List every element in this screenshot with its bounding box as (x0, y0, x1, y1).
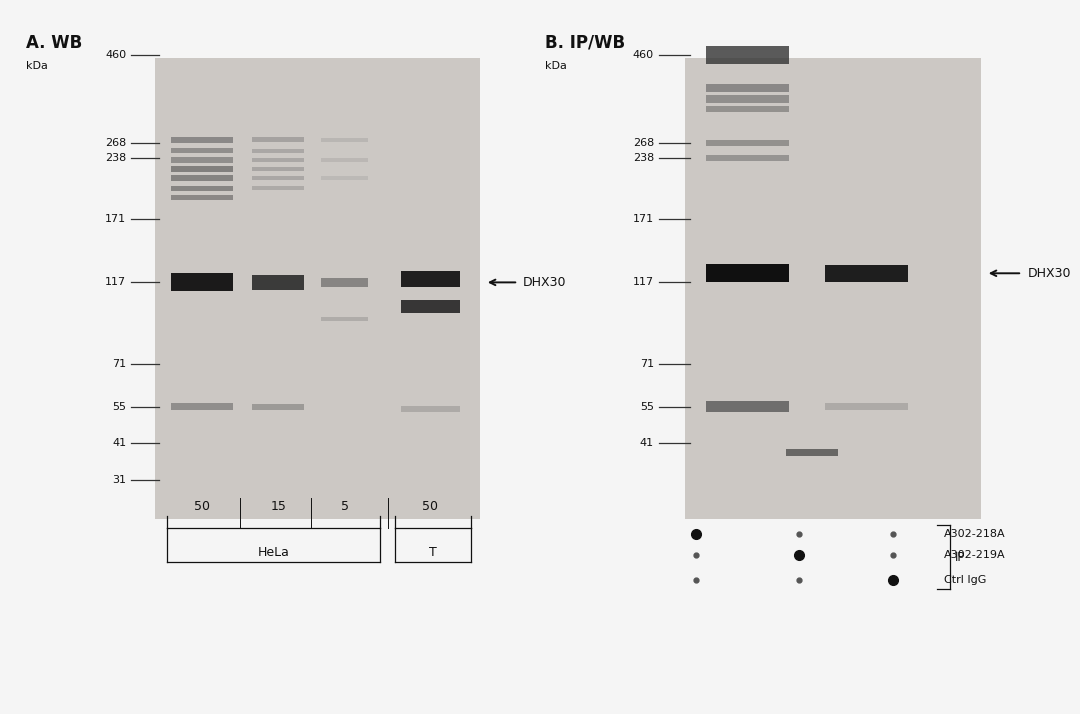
Text: 50: 50 (194, 500, 211, 513)
Text: 268: 268 (633, 138, 654, 148)
Bar (172, 175, 233, 181)
Bar (401, 300, 460, 313)
Bar (706, 140, 788, 146)
Text: kDa: kDa (26, 61, 49, 71)
Bar (252, 158, 305, 162)
Bar (825, 265, 908, 282)
Bar (172, 273, 233, 291)
Text: 5: 5 (340, 500, 349, 513)
Bar (252, 275, 305, 290)
Text: 71: 71 (112, 359, 126, 369)
Text: T: T (429, 546, 436, 559)
Text: 171: 171 (633, 213, 654, 223)
Text: 41: 41 (640, 438, 654, 448)
Text: 171: 171 (105, 213, 126, 223)
Bar (252, 137, 305, 142)
Text: 55: 55 (640, 402, 654, 412)
Text: 238: 238 (105, 153, 126, 163)
Bar (685, 58, 981, 519)
Bar (321, 176, 368, 180)
Bar (321, 278, 368, 286)
Text: 117: 117 (105, 277, 126, 288)
Text: 41: 41 (112, 438, 126, 448)
Text: A302-218A: A302-218A (944, 529, 1005, 539)
Text: IP: IP (955, 550, 966, 563)
Bar (172, 186, 233, 191)
Bar (706, 46, 788, 64)
Text: 460: 460 (633, 50, 654, 60)
Text: 238: 238 (633, 153, 654, 163)
Text: DHX30: DHX30 (1027, 267, 1070, 280)
Text: 31: 31 (112, 475, 126, 485)
Bar (706, 84, 788, 92)
Text: DHX30: DHX30 (523, 276, 566, 289)
Bar (706, 96, 788, 103)
Bar (786, 448, 838, 456)
Bar (172, 157, 233, 163)
Text: A. WB: A. WB (26, 34, 82, 51)
Bar (252, 404, 305, 410)
Bar (706, 264, 788, 283)
Bar (252, 176, 305, 180)
Bar (321, 158, 368, 161)
Text: B. IP/WB: B. IP/WB (545, 34, 625, 51)
Bar (825, 403, 908, 411)
Text: Ctrl IgG: Ctrl IgG (944, 575, 987, 585)
Text: kDa: kDa (545, 61, 567, 71)
Bar (401, 271, 460, 287)
Bar (252, 167, 305, 171)
Bar (706, 155, 788, 161)
Text: 15: 15 (270, 500, 286, 513)
Bar (172, 403, 233, 411)
Bar (172, 195, 233, 200)
Text: 50: 50 (422, 500, 438, 513)
Bar (172, 148, 233, 154)
Bar (706, 401, 788, 412)
Bar (172, 166, 233, 171)
Text: 460: 460 (105, 50, 126, 60)
Bar (172, 137, 233, 143)
Text: A302-219A: A302-219A (944, 550, 1005, 560)
Bar (252, 186, 305, 191)
Text: 117: 117 (633, 277, 654, 288)
Bar (706, 106, 788, 113)
Text: HeLa: HeLa (257, 546, 289, 559)
Bar (321, 138, 368, 141)
Text: 268: 268 (105, 138, 126, 148)
Bar (401, 406, 460, 412)
Bar (252, 149, 305, 153)
Bar (321, 317, 368, 321)
Bar (154, 58, 481, 519)
Text: 55: 55 (112, 402, 126, 412)
Text: 71: 71 (640, 359, 654, 369)
